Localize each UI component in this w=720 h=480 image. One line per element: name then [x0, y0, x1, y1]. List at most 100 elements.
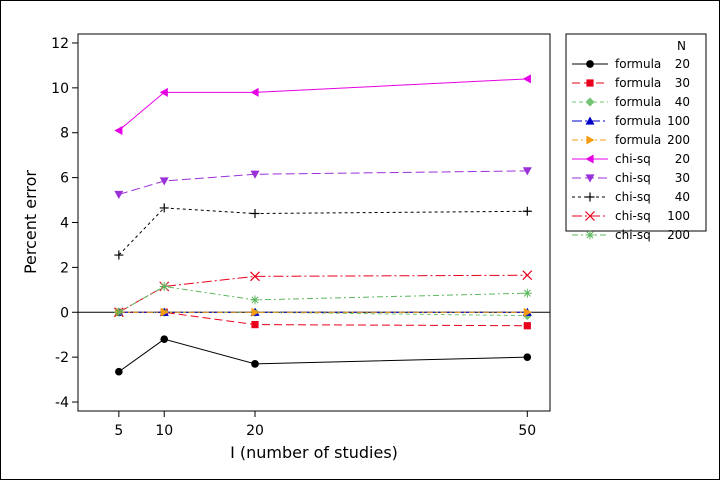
legend-label: formula [615, 95, 661, 109]
data-point [250, 271, 260, 282]
data-point [522, 288, 532, 298]
legend-n-value: 30 [675, 76, 690, 90]
series-chi-sq-30 [114, 167, 532, 199]
legend-n-value: 100 [667, 209, 690, 223]
x-axis-label: I (number of studies) [230, 443, 398, 462]
data-point [159, 203, 169, 213]
legend-item: formula 200 [572, 133, 690, 147]
y-tick-label: 8 [60, 126, 69, 142]
y-tick-label: 0 [60, 305, 69, 321]
legend-swatch-marker [585, 174, 595, 183]
x-tick-label: 20 [246, 423, 264, 439]
x-tick-label: 10 [155, 423, 173, 439]
legend-n-value: 40 [675, 95, 690, 109]
data-point [250, 209, 260, 219]
legend-item: chi-sq 20 [572, 152, 690, 166]
legend-item: chi-sq 40 [572, 190, 690, 204]
series-chi-sq-40 [114, 203, 532, 260]
y-tick-label: 12 [51, 36, 69, 52]
legend-item: formula 100 [572, 114, 690, 128]
data-point [523, 322, 531, 330]
legend-label: chi-sq [615, 209, 651, 223]
series-formula-20 [115, 335, 532, 376]
legend-swatch-marker [585, 97, 595, 107]
legend-n-value: 40 [675, 190, 690, 204]
data-point [522, 270, 533, 281]
legend-swatch-marker [586, 79, 594, 87]
legend-label: chi-sq [615, 228, 651, 242]
data-point [523, 307, 532, 317]
series-line [118, 274, 528, 313]
series-line [118, 285, 528, 313]
legend-n-value: 200 [667, 228, 690, 242]
y-tick-label: 2 [60, 260, 69, 276]
legend-n-value: 200 [667, 133, 690, 147]
data-point [160, 307, 169, 317]
legend-n-value: 20 [675, 152, 690, 166]
legend-item: formula 20 [572, 57, 690, 71]
data-point [114, 250, 124, 260]
y-tick-label: 4 [60, 216, 69, 232]
legend-n-value: 30 [675, 171, 690, 185]
legend-label: formula [615, 114, 661, 128]
plot-area [77, 33, 551, 412]
data-point [159, 177, 169, 186]
legend-swatch-marker [586, 135, 595, 145]
data-point [523, 353, 532, 361]
data-point [159, 281, 169, 291]
series-line [118, 311, 528, 327]
y-tick-label: 6 [60, 171, 69, 187]
legend-label: formula [615, 133, 661, 147]
legend-label: chi-sq [615, 152, 651, 166]
series-line [118, 78, 528, 131]
series-line [118, 207, 528, 256]
legend-swatch-marker [585, 154, 594, 164]
legend-label: chi-sq [615, 190, 651, 204]
legend-swatch-marker [585, 192, 595, 202]
legend-header: N [677, 39, 686, 53]
data-point [522, 74, 531, 84]
legend-n-value: 20 [675, 57, 690, 71]
y-axis: -4 -2 0 2 4 6 8 10 12 [51, 36, 78, 411]
data-point [522, 206, 532, 216]
data-point [250, 87, 259, 97]
data-point [522, 167, 532, 176]
series-line [118, 338, 528, 373]
legend-swatch-marker [585, 116, 595, 125]
data-point [251, 360, 259, 368]
data-point [115, 367, 123, 376]
x-tick-label: 5 [114, 423, 123, 439]
y-tick-label: -2 [55, 350, 69, 366]
legend-swatch-marker [586, 60, 594, 68]
series-chi-sq-20 [114, 74, 531, 135]
legend-item: formula 30 [572, 76, 690, 90]
data-point [114, 190, 124, 199]
data-point [114, 125, 123, 135]
series-chi-sq-200 [114, 281, 532, 317]
data-point [250, 170, 260, 179]
legend-swatch-marker [585, 230, 595, 240]
data-point [250, 295, 260, 305]
data-point [159, 87, 168, 97]
data-point [251, 321, 259, 329]
legend-item: chi-sq 200 [572, 228, 690, 242]
series-line [118, 170, 528, 195]
legend-item: chi-sq 30 [572, 171, 690, 185]
data-point [160, 335, 169, 344]
legend-item: chi-sq 100 [572, 209, 690, 223]
x-axis: 5 10 20 50 [114, 411, 536, 439]
series-layer [113, 74, 533, 376]
data-point [114, 307, 124, 317]
data-point [251, 307, 260, 317]
legend-swatch-marker [585, 211, 595, 221]
y-tick-label: 10 [51, 81, 69, 97]
x-tick-label: 50 [518, 423, 536, 439]
legend-n-value: 100 [667, 114, 690, 128]
legend-item: formula 40 [572, 95, 690, 109]
y-tick-label: -4 [55, 395, 69, 411]
legend-label: formula [615, 76, 661, 90]
legend-label: formula [615, 57, 661, 71]
legend-label: chi-sq [615, 171, 651, 185]
